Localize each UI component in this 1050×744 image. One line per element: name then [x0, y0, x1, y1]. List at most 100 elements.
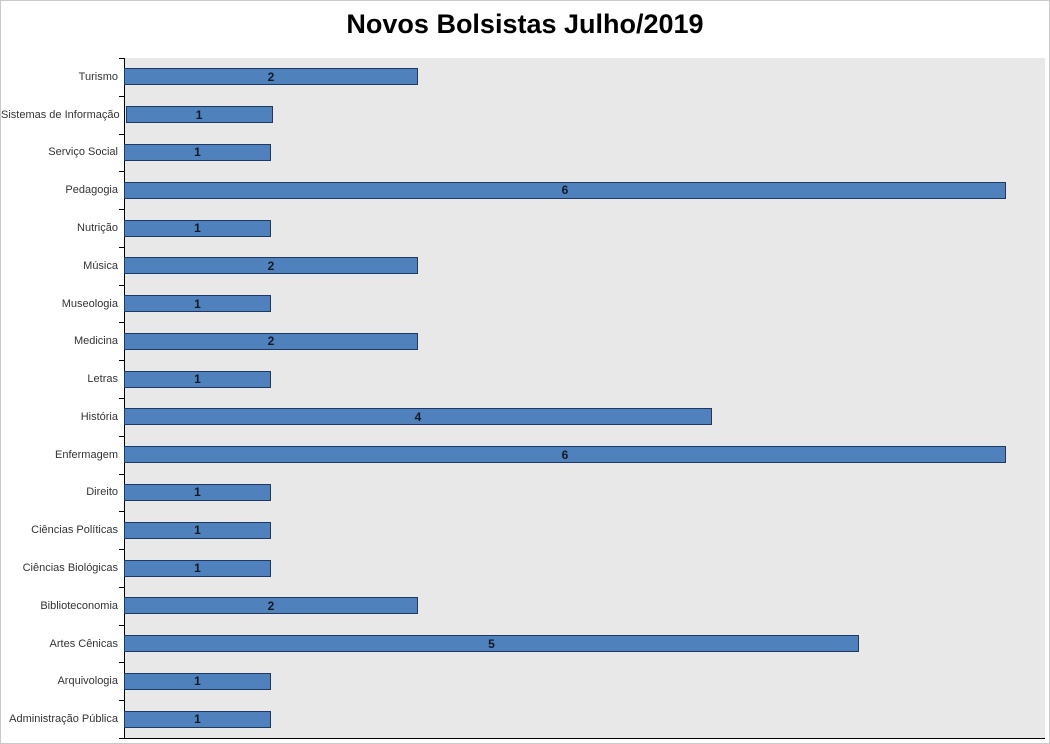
bar-track: 2	[124, 58, 1045, 96]
bar: 1	[124, 143, 271, 161]
axis-tick	[119, 511, 124, 512]
bar: 2	[124, 257, 418, 275]
bar-track: 2	[124, 247, 1045, 285]
chart-row: Museologia 1	[1, 285, 1045, 323]
category-label: História	[80, 410, 118, 423]
bar-track: 1	[125, 96, 1045, 134]
category-label: Pedagogia	[65, 184, 118, 197]
category-label: Museologia	[61, 297, 118, 310]
chart-row: Medicina 2	[1, 322, 1045, 360]
chart-row: Turismo 2	[1, 58, 1045, 96]
axis-tick	[119, 134, 124, 135]
bar: 1	[124, 672, 271, 690]
chart-row: Música 2	[1, 247, 1045, 285]
chart-title: Novos Bolsistas Julho/2019	[346, 9, 704, 39]
bar-track: 1	[124, 285, 1045, 323]
bars-container: Turismo 2 Sistemas de Informação 1 Serviço S…	[1, 58, 1045, 738]
bar: 2	[124, 332, 418, 350]
bar-value-label: 1	[194, 485, 201, 500]
bar-track: 5	[124, 625, 1045, 663]
axis-tick	[119, 58, 124, 59]
bar-track: 1	[124, 511, 1045, 549]
category-label: Direito	[86, 486, 118, 499]
bar: 4	[124, 408, 712, 426]
category-axis-line	[124, 58, 125, 739]
bar-value-label: 1	[195, 107, 203, 122]
axis-tick	[119, 436, 124, 437]
bar-value-label: 6	[561, 447, 569, 462]
chart-row: Ciências Políticas 1	[1, 511, 1045, 549]
bar-track: 1	[124, 663, 1045, 701]
category-label: Arquivologia	[57, 675, 118, 688]
bar-value-label: 1	[194, 561, 201, 576]
bar: 6	[124, 446, 1006, 464]
bar-value-label: 1	[194, 674, 201, 689]
bar-value-label: 1	[194, 523, 201, 538]
axis-tick	[119, 700, 124, 701]
axis-tick	[119, 474, 124, 475]
chart-row: Sistemas de Informação 1	[1, 96, 1045, 134]
axis-tick	[119, 285, 124, 286]
category-label: Turismo	[78, 70, 118, 83]
bar: 1	[125, 106, 273, 124]
bar: 6	[124, 181, 1006, 199]
bar-track: 1	[124, 700, 1045, 738]
axis-tick	[119, 247, 124, 248]
category-label: Artes Cênicas	[49, 637, 118, 650]
category-label: Nutrição	[77, 222, 118, 235]
bar-value-label: 2	[267, 598, 275, 613]
category-label: Letras	[87, 373, 118, 386]
bar: 1	[124, 219, 271, 237]
bar-value-label: 1	[194, 145, 201, 160]
chart-row: Direito 1	[1, 474, 1045, 512]
chart-row: História 4	[1, 398, 1045, 436]
bar: 1	[124, 370, 271, 388]
axis-tick	[119, 322, 124, 323]
category-label: Ciências Políticas	[31, 524, 118, 537]
bar-value-label: 1	[194, 221, 201, 236]
category-label: Administração Pública	[9, 713, 118, 726]
bar: 1	[124, 710, 271, 728]
bar: 1	[124, 521, 271, 539]
bar: 5	[124, 635, 859, 653]
chart-row: Administração Pública 1	[1, 700, 1045, 738]
plot-background	[124, 58, 1045, 738]
chart-row: Pedagogia 6	[1, 171, 1045, 209]
bar: 1	[124, 483, 271, 501]
chart-row: Enfermagem 6	[1, 436, 1045, 474]
bar-track: 2	[124, 322, 1045, 360]
axis-tick	[119, 738, 124, 739]
axis-tick	[119, 662, 124, 663]
bar: 2	[124, 68, 418, 86]
bar: 1	[124, 295, 271, 313]
chart-row: Letras 1	[1, 360, 1045, 398]
bar-value-label: 1	[194, 296, 201, 311]
category-label: Medicina	[73, 335, 118, 348]
category-label: Ciências Biológicas	[22, 562, 118, 575]
bar-track: 1	[124, 474, 1045, 512]
bar-track: 1	[124, 360, 1045, 398]
bar-track: 1	[124, 134, 1045, 172]
axis-tick	[119, 549, 124, 550]
category-label: Serviço Social	[48, 146, 118, 159]
chart-row: Arquivologia 1	[1, 663, 1045, 701]
chart-row: Serviço Social 1	[1, 134, 1045, 172]
bar-value-label: 2	[267, 69, 275, 84]
bar-track: 6	[124, 171, 1045, 209]
chart-row: Biblioteconomia 2	[1, 587, 1045, 625]
bar-track: 1	[124, 209, 1045, 247]
category-label: Música	[83, 259, 118, 272]
bar-value-label: 2	[267, 258, 275, 273]
bar-value-label: 6	[561, 183, 569, 198]
chart-row: Nutrição 1	[1, 209, 1045, 247]
bar-value-label: 2	[267, 334, 275, 349]
bar: 1	[124, 559, 271, 577]
axis-tick	[119, 360, 124, 361]
chart-row: Ciências Biológicas 1	[1, 549, 1045, 587]
bar-value-label: 1	[194, 712, 201, 727]
bar-track: 2	[124, 587, 1045, 625]
chart-area: Turismo 2 Sistemas de Informação 1 Serviço S…	[1, 58, 1049, 739]
category-label: Biblioteconomia	[40, 599, 118, 612]
axis-tick	[119, 96, 124, 97]
